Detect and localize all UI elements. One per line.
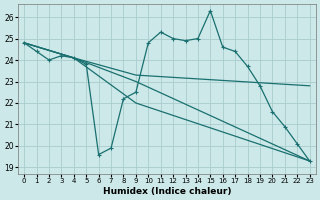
X-axis label: Humidex (Indice chaleur): Humidex (Indice chaleur) bbox=[103, 187, 231, 196]
